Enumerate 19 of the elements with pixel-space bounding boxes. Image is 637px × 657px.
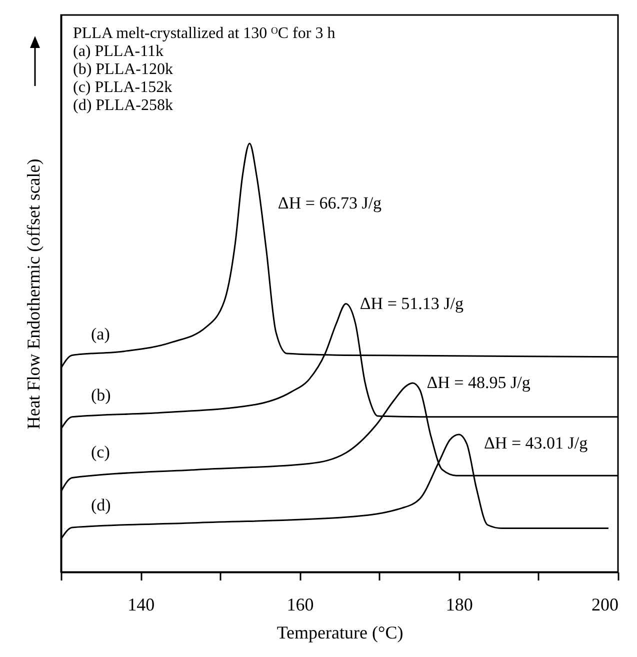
text: (d) PLLA-258k	[73, 97, 173, 114]
text: (b) PLLA-120k	[73, 61, 173, 78]
x-tick-label: 200	[592, 594, 618, 614]
annotation: ΔH = 43.01 J/g	[484, 433, 588, 452]
series-label: (d)	[91, 496, 111, 515]
text: (c) PLLA-152k	[73, 79, 172, 96]
series-label: (b)	[91, 386, 111, 405]
x-axis-title: Temperature (°C)	[276, 622, 404, 642]
text: (a) PLLA-11k	[73, 43, 164, 60]
series-label: (c)	[91, 442, 110, 462]
y-axis-title: Heat Flow Endothermic (offset scale)	[24, 158, 44, 430]
x-tick-label: 160	[286, 594, 314, 614]
annotation: ΔH = 66.73 J/g	[278, 194, 382, 213]
x-tick-label: 180	[446, 594, 473, 614]
chart-title: PLLA melt-crystallized at 130 ᴼC for 3 h	[73, 25, 336, 42]
x-tick-label: 140	[128, 594, 155, 614]
annotation: ΔH = 48.95 J/g	[426, 373, 531, 392]
annotation: ΔH = 51.13 J/g	[360, 294, 464, 313]
series-label: (a)	[91, 324, 110, 344]
